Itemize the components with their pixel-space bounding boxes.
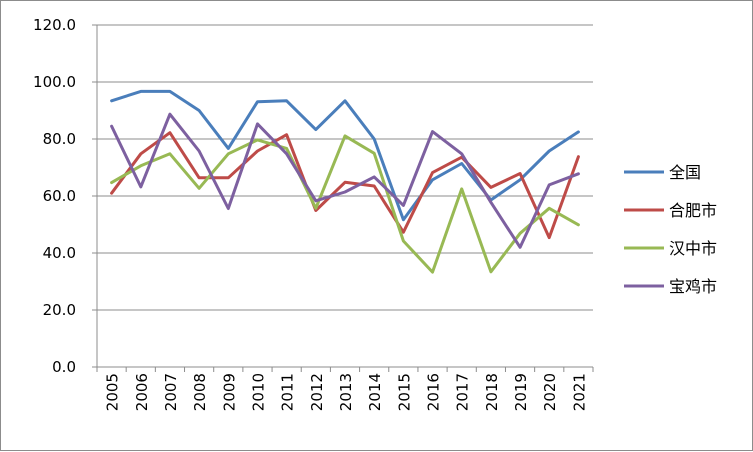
x-tick-label: 2019	[512, 373, 530, 411]
x-tick-label: 2018	[483, 373, 501, 411]
x-tick-label: 2011	[279, 373, 297, 411]
x-tick-label: 2010	[249, 373, 267, 411]
x-tick-label: 2007	[162, 373, 180, 411]
x-tick-label: 2006	[133, 373, 151, 411]
legend-label: 合肥市	[669, 201, 717, 220]
y-tick-label: 0.0	[52, 358, 76, 376]
x-tick-label: 2013	[337, 373, 355, 411]
series-line-3	[110, 134, 580, 274]
legend-label: 全国	[669, 163, 701, 182]
x-tick-label: 2016	[425, 373, 443, 411]
y-tick-label: 20.0	[43, 301, 76, 319]
x-tick-label: 2005	[104, 373, 122, 411]
y-tick-label: 100.0	[33, 73, 76, 91]
x-tick-label: 2014	[366, 373, 384, 411]
legend-label: 汉中市	[669, 239, 717, 258]
series-line-4	[110, 112, 580, 249]
x-tick-label: 2021	[570, 373, 588, 411]
x-tick-label: 2009	[220, 373, 238, 411]
y-tick-label: 80.0	[43, 130, 76, 148]
legend-label: 宝鸡市	[669, 277, 717, 296]
y-tick-label: 40.0	[43, 244, 76, 262]
y-tick-label: 60.0	[43, 187, 76, 205]
series-line-1	[110, 89, 580, 222]
y-tick-label: 120.0	[33, 16, 76, 34]
x-tick-label: 2020	[541, 373, 559, 411]
x-tick-label: 2017	[454, 373, 472, 411]
series-line-2	[110, 131, 580, 240]
x-tick-label: 2015	[395, 373, 413, 411]
x-tick-label: 2008	[191, 373, 209, 411]
x-tick-label: 2012	[308, 373, 326, 411]
